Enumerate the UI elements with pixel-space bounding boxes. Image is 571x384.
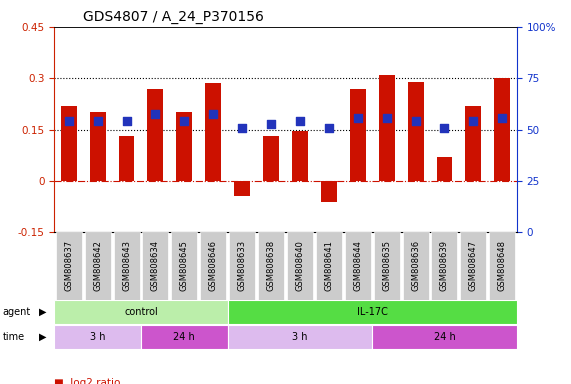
- Bar: [408, 82, 424, 181]
- Bar: [206, 83, 221, 181]
- FancyBboxPatch shape: [200, 232, 226, 300]
- Bar: [119, 136, 134, 181]
- FancyBboxPatch shape: [373, 232, 400, 300]
- Text: GSM808638: GSM808638: [267, 240, 276, 291]
- FancyBboxPatch shape: [432, 232, 457, 300]
- FancyBboxPatch shape: [345, 232, 371, 300]
- Text: GSM808648: GSM808648: [498, 240, 507, 291]
- Bar: [321, 181, 337, 202]
- Bar: [61, 106, 77, 181]
- FancyBboxPatch shape: [142, 232, 168, 300]
- Text: GSM808646: GSM808646: [209, 240, 218, 291]
- Point: [440, 125, 449, 131]
- Text: GSM808635: GSM808635: [382, 240, 391, 291]
- FancyBboxPatch shape: [258, 232, 284, 300]
- Bar: [292, 131, 308, 181]
- Bar: [90, 113, 106, 181]
- Bar: [494, 78, 510, 181]
- Text: GDS4807 / A_24_P370156: GDS4807 / A_24_P370156: [83, 10, 264, 23]
- Text: ▶: ▶: [39, 307, 46, 317]
- FancyBboxPatch shape: [316, 232, 342, 300]
- Text: GSM808640: GSM808640: [295, 240, 304, 291]
- Text: IL-17C: IL-17C: [357, 307, 388, 317]
- Bar: [176, 113, 192, 181]
- FancyBboxPatch shape: [287, 232, 313, 300]
- FancyBboxPatch shape: [228, 300, 517, 324]
- Point: [353, 114, 363, 121]
- Text: GSM808636: GSM808636: [411, 240, 420, 291]
- Text: GSM808634: GSM808634: [151, 240, 160, 291]
- Bar: [263, 136, 279, 181]
- Text: 24 h: 24 h: [174, 332, 195, 342]
- Text: GSM808641: GSM808641: [324, 240, 333, 291]
- Text: 3 h: 3 h: [90, 332, 106, 342]
- FancyBboxPatch shape: [54, 325, 141, 349]
- Text: GSM808645: GSM808645: [180, 240, 189, 291]
- Point: [122, 118, 131, 124]
- Point: [382, 114, 391, 121]
- Text: GSM808633: GSM808633: [238, 240, 247, 291]
- Text: 3 h: 3 h: [292, 332, 308, 342]
- Text: GSM808647: GSM808647: [469, 240, 478, 291]
- Bar: [234, 181, 250, 196]
- Point: [180, 118, 189, 124]
- Text: control: control: [124, 307, 158, 317]
- Point: [469, 118, 478, 124]
- FancyBboxPatch shape: [85, 232, 111, 300]
- Point: [498, 114, 507, 121]
- Bar: [437, 157, 452, 181]
- FancyBboxPatch shape: [54, 300, 228, 324]
- Point: [93, 118, 102, 124]
- Text: time: time: [3, 332, 25, 342]
- Bar: [379, 75, 395, 181]
- Point: [324, 125, 333, 131]
- Point: [411, 118, 420, 124]
- Bar: [465, 106, 481, 181]
- Text: ▶: ▶: [39, 332, 46, 342]
- Point: [64, 118, 73, 124]
- Point: [238, 125, 247, 131]
- FancyBboxPatch shape: [56, 232, 82, 300]
- Text: GSM808643: GSM808643: [122, 240, 131, 291]
- FancyBboxPatch shape: [403, 232, 429, 300]
- FancyBboxPatch shape: [228, 325, 372, 349]
- FancyBboxPatch shape: [171, 232, 198, 300]
- Text: 24 h: 24 h: [433, 332, 455, 342]
- Point: [151, 111, 160, 117]
- Point: [295, 118, 304, 124]
- FancyBboxPatch shape: [141, 325, 228, 349]
- FancyBboxPatch shape: [114, 232, 139, 300]
- FancyBboxPatch shape: [460, 232, 486, 300]
- Text: GSM808642: GSM808642: [93, 240, 102, 291]
- FancyBboxPatch shape: [372, 325, 517, 349]
- Text: GSM808637: GSM808637: [64, 240, 73, 291]
- Bar: [147, 88, 163, 181]
- Text: agent: agent: [3, 307, 31, 317]
- FancyBboxPatch shape: [229, 232, 255, 300]
- Bar: [350, 88, 365, 181]
- Text: ■  log2 ratio: ■ log2 ratio: [54, 378, 120, 384]
- FancyBboxPatch shape: [489, 232, 515, 300]
- Point: [267, 121, 276, 127]
- Point: [208, 111, 218, 117]
- Text: GSM808644: GSM808644: [353, 240, 362, 291]
- Text: GSM808639: GSM808639: [440, 240, 449, 291]
